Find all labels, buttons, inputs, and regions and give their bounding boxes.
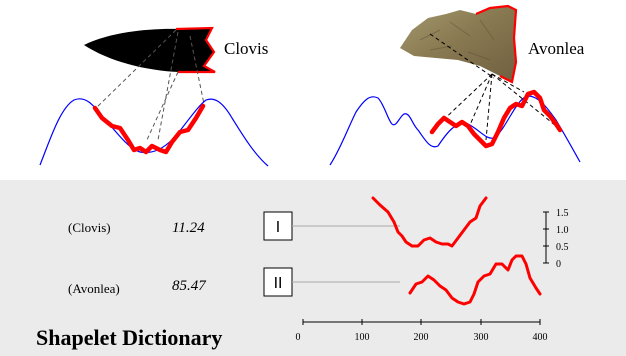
x-axis: 0 100 200 300 400	[296, 319, 548, 343]
clovis-shapelet-match	[92, 103, 206, 155]
clovis-label: Clovis	[224, 39, 268, 58]
row-2-index-box	[263, 267, 293, 297]
y-tick-1-0: 1.0	[556, 225, 569, 236]
shapelet-I	[371, 196, 488, 248]
row-1-index: I	[276, 218, 280, 236]
clovis-correspondence-lines	[93, 29, 205, 143]
row-2-value: 85.47	[172, 278, 207, 294]
x-tick-100: 100	[355, 332, 370, 343]
x-tick-200: 200	[414, 332, 429, 343]
row-2-index: II	[274, 274, 283, 292]
y-tick-0-5: 0.5	[556, 242, 569, 253]
row-1-name: (Clovis)	[68, 220, 111, 235]
avonlea-point-image	[400, 6, 516, 82]
y-tick-0: 0	[556, 259, 561, 270]
x-tick-0: 0	[296, 332, 301, 343]
dictionary-row-2: (Avonlea) 85.47 II	[68, 254, 542, 306]
clovis-example: Clovis	[39, 26, 269, 167]
y-scale: 1.5 1.0 0.5 0	[543, 208, 569, 270]
dictionary-row-1: (Clovis) 11.24 I	[68, 196, 488, 248]
x-axis-ticks	[302, 319, 541, 325]
avonlea-base-highlight	[475, 4, 518, 84]
x-tick-400: 400	[533, 332, 548, 343]
clovis-contour-series	[39, 98, 269, 167]
row-2-name: (Avonlea)	[68, 281, 120, 296]
x-tick-300: 300	[474, 332, 489, 343]
avonlea-correspondence-lines	[429, 33, 557, 141]
dictionary-panel	[0, 180, 626, 356]
avonlea-label: Avonlea	[528, 39, 585, 58]
shapelet-II	[408, 254, 542, 306]
y-axis-ticks	[543, 211, 549, 264]
clovis-base-highlight	[175, 26, 216, 74]
avonlea-point-texture	[419, 19, 495, 61]
y-tick-1-5: 1.5	[556, 208, 569, 219]
avonlea-contour-series	[329, 95, 581, 166]
row-1-value: 11.24	[172, 220, 205, 236]
row-1-index-box	[263, 211, 293, 241]
avonlea-shapelet-match	[429, 89, 563, 149]
clovis-point-silhouette	[84, 28, 215, 72]
dictionary-title: Shapelet Dictionary	[36, 325, 222, 350]
avonlea-example: Avonlea	[329, 4, 585, 166]
